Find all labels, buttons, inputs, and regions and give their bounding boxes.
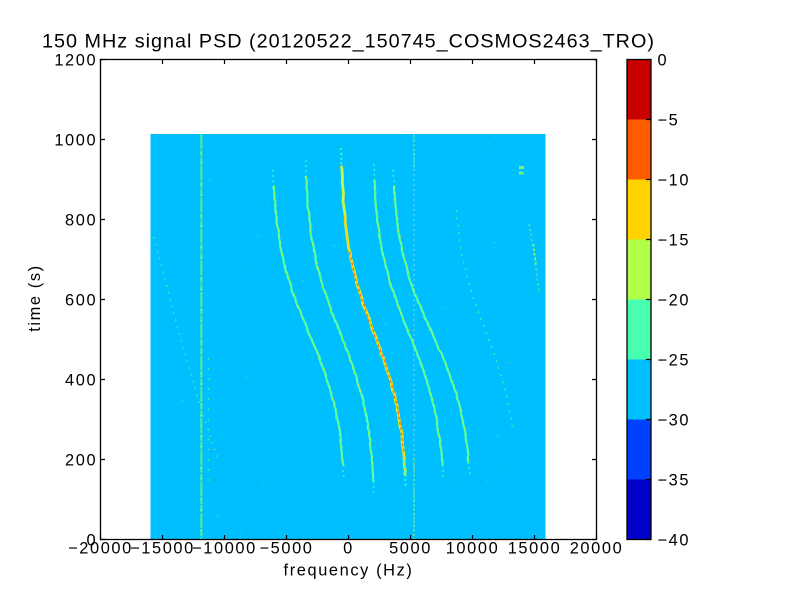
svg-text:−5: −5	[658, 111, 680, 129]
svg-text:−15000: −15000	[130, 540, 195, 558]
svg-text:time (s): time (s)	[26, 264, 44, 331]
svg-text:0: 0	[658, 51, 669, 69]
svg-text:−30: −30	[658, 411, 691, 429]
svg-text:−10: −10	[658, 171, 691, 189]
svg-text:150 MHz signal PSD (20120522_1: 150 MHz signal PSD (20120522_150745_COSM…	[42, 31, 655, 53]
svg-text:600: 600	[65, 291, 97, 309]
svg-text:15000: 15000	[508, 540, 562, 558]
svg-text:400: 400	[65, 371, 97, 389]
svg-text:−20000: −20000	[68, 540, 133, 558]
svg-text:10000: 10000	[446, 540, 500, 558]
svg-text:−5000: −5000	[259, 540, 313, 558]
svg-text:5000: 5000	[389, 540, 432, 558]
svg-text:frequency (Hz): frequency (Hz)	[284, 562, 414, 580]
svg-text:−10000: −10000	[192, 540, 257, 558]
svg-text:1200: 1200	[54, 51, 97, 69]
svg-text:200: 200	[65, 451, 97, 469]
svg-text:−35: −35	[658, 471, 691, 489]
svg-text:0: 0	[343, 540, 354, 558]
svg-text:−20: −20	[658, 291, 691, 309]
svg-text:1000: 1000	[54, 131, 97, 149]
svg-text:−25: −25	[658, 351, 691, 369]
svg-text:−40: −40	[658, 531, 691, 549]
svg-text:20000: 20000	[570, 540, 624, 558]
svg-text:−15: −15	[658, 231, 691, 249]
svg-text:800: 800	[65, 211, 97, 229]
svg-text:0: 0	[86, 531, 97, 549]
